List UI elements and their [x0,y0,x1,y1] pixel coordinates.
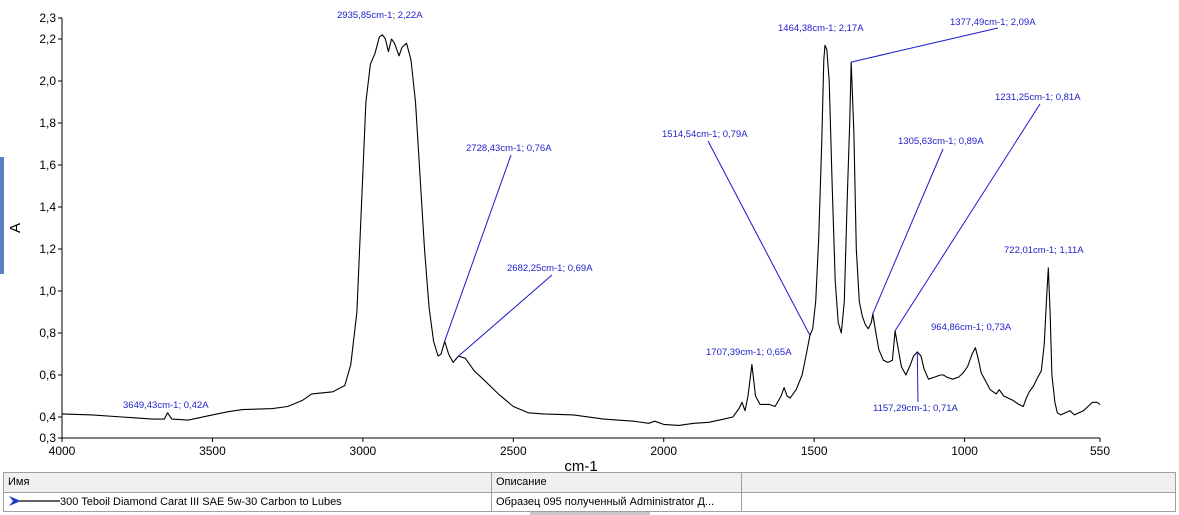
y-tick-label: 1,4 [39,200,56,214]
x-tick-label: 2500 [500,444,527,458]
spectra-legend-table: Имя Описание 300 Teboil Diamond Carat II… [3,472,1176,512]
annotations-layer: 3649,43cm-1; 0,42A 2935,85cm-1; 2,22A 2728… [123,10,1084,414]
peak-leader-line [850,27,999,63]
x-tick-label: 1000 [951,444,978,458]
column-header-empty [742,473,1175,492]
peak-leader-line [872,148,944,315]
y-tick-label: 0,6 [39,368,56,382]
peak-annotation: 1514,54cm-1; 0,79A [662,129,748,140]
y-tick-label: 2,3 [39,11,56,25]
x-tick-label: 3500 [199,444,226,458]
peak-annotation: 964,86cm-1; 0,73A [931,322,1012,333]
x-axis-title: cm-1 [564,458,597,472]
y-tick-label: 2,0 [39,74,56,88]
peak-annotation: 1231,25cm-1; 0,81A [995,92,1081,103]
spectrum-chart[interactable]: 4000 3500 3000 2500 2000 1500 1000 550 0,3 0,4 0,6… [0,0,1179,472]
peak-leader-line [458,274,553,357]
x-tick-label: 2000 [650,444,677,458]
peak-leader-line [444,154,512,342]
empty-cell [742,493,1175,512]
side-panel-tab[interactable] [0,157,4,274]
peak-annotation: 1464,38cm-1; 2,17A [778,23,864,34]
table-row[interactable]: 300 Teboil Diamond Carat III SAE 5w-30 C… [4,493,1175,512]
spectrum-line [61,34,1101,426]
peak-annotation: 1707,39cm-1; 0,65A [706,347,792,358]
x-tick-label: 550 [1090,444,1110,458]
column-header-description[interactable]: Описание [492,473,742,492]
peak-annotation: 722,01cm-1; 1,11A [1004,245,1084,256]
peak-annotation: 1377,49cm-1; 2,09A [950,17,1036,28]
selected-arrow-icon [9,496,60,507]
peak-annotation: 2682,25cm-1; 0,69A [507,263,593,274]
x-tick-label: 3000 [350,444,377,458]
peak-annotation: 2935,85cm-1; 2,22A [337,10,423,21]
spectrum-name: 300 Teboil Diamond Carat III SAE 5w-30 C… [60,496,342,508]
axes: 4000 3500 3000 2500 2000 1500 1000 550 0,3 0,4 0,6… [39,11,1110,458]
spectrum-description: Образец 095 полученный Administrator Д..… [492,493,742,512]
peak-annotation: 3649,43cm-1; 0,42A [123,400,209,411]
peak-annotation: 1305,63cm-1; 0,89A [898,136,984,147]
peak-leader-line [894,103,1041,332]
y-tick-label: 1,2 [39,242,56,256]
y-tick-label: 1,6 [39,158,56,172]
y-tick-label: 0,3 [39,431,56,445]
column-header-name[interactable]: Имя [4,473,492,492]
y-tick-label: 2,2 [39,32,56,46]
peak-leader-line [916,351,919,403]
legend-table-header: Имя Описание [4,473,1175,493]
y-tick-label: 1,0 [39,284,56,298]
y-tick-label: 0,4 [39,410,56,424]
horizontal-scrollbar[interactable] [530,512,650,515]
series-layer [61,34,1101,426]
peak-leader-line [707,140,811,336]
y-axis-title: A [7,223,24,233]
y-tick-label: 1,8 [39,116,56,130]
y-tick-label: 0,8 [39,326,56,340]
x-tick-label: 4000 [49,444,76,458]
spectrum-chart-panel: 4000 3500 3000 2500 2000 1500 1000 550 0,3 0,4 0,6… [0,0,1179,472]
peak-annotation: 2728,43cm-1; 0,76A [466,143,552,154]
peak-annotation: 1157,29cm-1; 0,71A [873,403,959,414]
spectrum-name-cell[interactable]: 300 Teboil Diamond Carat III SAE 5w-30 C… [4,493,492,512]
x-tick-label: 1500 [801,444,828,458]
